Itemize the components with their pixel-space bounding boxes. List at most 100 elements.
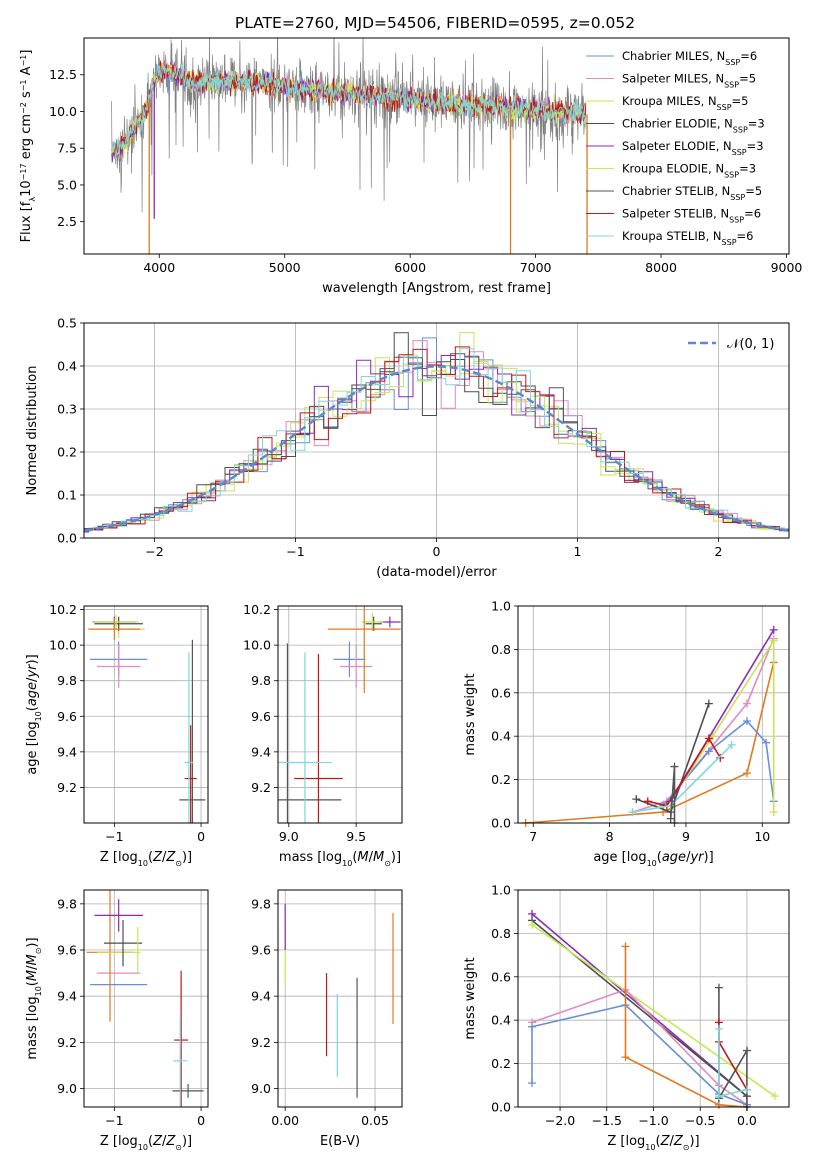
mass-vs-ebv-panel: 0.00 0.05 9.0 9.2 9.4 9.6 9.8 E(B-V) [251,889,403,1149]
y-tick-label: 0.4 [57,359,77,374]
y-tick-label: 0.0 [491,816,511,831]
y-tick-label: 10.2 [49,602,77,617]
legend-label: 𝒩(0, 1) [727,337,774,352]
plot-frame [83,37,790,255]
legend-label: Kroupa ELODIE, NSSP=3 [622,162,756,180]
y-tick-label: 9.2 [251,1035,271,1050]
x-axis-label: wavelength [Angstrom, rest frame] [322,281,551,296]
weight-point-marker [743,717,752,726]
x-axis-label: (data-model)/error [376,565,497,580]
x-axis-label: E(B-V) [320,1134,360,1149]
y-tick-label: 0.8 [491,642,511,657]
y-tick-label: 9.2 [57,780,77,795]
x-tick-label: −2.0 [545,1113,575,1128]
weight-point-marker [628,808,637,817]
y-axis-label: mass weight [463,957,478,1039]
y-tick-label: 9.6 [251,943,271,958]
weight-vs-z-panel: −2.0 −1.5 −1.0 −0.5 0.0 0.0 0.2 0.4 0.6 0.8 1.0 Z [… [463,883,790,1152]
legend-label: Kroupa MILES, NSSP=5 [622,94,748,112]
y-tick-label: 10.2 [243,602,271,617]
x-tick-label: 1 [574,544,582,559]
y-tick-label: 0.4 [491,1013,511,1028]
weight-series-line [647,736,721,807]
weight-point-marker [743,769,752,778]
y-tick-label: 5.0 [57,177,77,192]
y-tick-label: 1.0 [491,599,511,614]
plot-frame [517,605,790,824]
x-axis-label: Z [log10(Z/Z⊙)] [607,1134,699,1152]
x-axis-label: Z [log10(Z/Z⊙)] [100,1134,192,1152]
mass-vs-z-panel: −1 0 9.0 9.2 9.4 9.6 9.8 Z [log10(Z/Z⊙)] mass [l… [25,889,209,1152]
y-tick-label: 9.4 [251,744,271,759]
weight-series-line [718,1022,748,1091]
weight-point-marker [727,740,736,749]
y-tick-label: 12.5 [49,67,77,82]
x-tick-label: 10 [754,829,770,844]
weight-point-marker [632,795,641,804]
weight-point-marker [704,747,713,756]
residuals-panel: −2 −1 0 1 2 0.0 0.1 0.2 0.3 0.4 0.5 (data-model)/er… [25,316,790,580]
y-tick-label: 10.0 [243,638,271,653]
y-tick-label: 0.2 [491,772,511,787]
x-tick-label: −0.5 [685,1113,715,1128]
weight-point-marker [621,1053,630,1062]
x-tick-label: 0.05 [361,1113,389,1128]
x-tick-label: 9000 [771,260,803,275]
y-tick-label: 10.0 [49,638,77,653]
legend-label: Chabrier ELODIE, NSSP=3 [622,117,765,135]
y-tick-label: 0.3 [57,402,77,417]
x-tick-label: 9.5 [346,829,366,844]
y-tick-label: 9.4 [57,989,77,1004]
legend-label: Salpeter STELIB, NSSP=6 [622,207,761,225]
age-vs-z-panel: −1 0 9.2 9.4 9.6 9.8 10.0 10.2 Z [log10(Z/Z⊙)] ag… [25,602,209,868]
y-tick-label: 0.6 [491,969,511,984]
x-tick-label: 0 [197,1113,205,1128]
weight-point-marker [670,762,679,771]
plot-frame [277,605,403,824]
gaussian-reference-curve [83,365,790,532]
x-tick-label: 9.0 [279,829,299,844]
x-tick-label: −2 [145,544,163,559]
x-tick-label: −1 [105,829,123,844]
weight-series-line [670,637,775,813]
y-tick-label: 10.0 [49,104,77,119]
weight-series-line [525,662,775,824]
model-spectrum-line [111,61,587,157]
y-tick-label: 9.4 [57,744,77,759]
x-tick-label: −1 [286,544,304,559]
weight-point-marker [643,797,652,806]
weight-point-marker [716,753,725,762]
x-tick-label: 7000 [520,260,552,275]
x-tick-label: 6000 [394,260,426,275]
x-tick-label: 5000 [269,260,301,275]
weight-point-marker [770,1092,779,1101]
legend-label: Chabrier STELIB, NSSP=5 [622,184,762,202]
x-tick-label: −1.0 [638,1113,668,1128]
y-tick-label: 9.6 [57,709,77,724]
weight-point-marker [528,1079,537,1088]
y-tick-label: 0.2 [57,445,77,460]
x-tick-label: 8000 [645,260,677,275]
y-tick-label: 9.8 [57,673,77,688]
y-tick-label: 9.4 [251,989,271,1004]
weight-vs-age-panel: 7 8 9 10 0.0 0.2 0.4 0.6 0.8 1.0 age [log10(age/yr… [463,599,790,868]
y-axis-label: mass [log10(M/M⊙)] [25,937,43,1059]
weight-point-marker [528,920,537,929]
plot-frame [277,889,403,1108]
x-tick-label: 0 [197,829,205,844]
x-tick-label: 8 [606,829,614,844]
x-axis-label: mass [log10(M/M⊙)] [279,850,401,868]
x-tick-label: 7 [529,829,537,844]
y-tick-label: 9.0 [57,1081,77,1096]
histogram-series [84,353,789,533]
weight-point-marker [621,942,630,951]
x-tick-label: 9 [682,829,690,844]
legend-label: Chabrier MILES, NSSP=6 [622,49,757,67]
y-tick-label: 9.2 [251,780,271,795]
weight-point-marker [714,1024,723,1033]
plot-frame [83,605,209,824]
y-tick-label: 9.8 [251,673,271,688]
x-axis-label: age [log10(age/yr)] [593,850,713,868]
y-tick-label: 0.2 [491,1056,511,1071]
